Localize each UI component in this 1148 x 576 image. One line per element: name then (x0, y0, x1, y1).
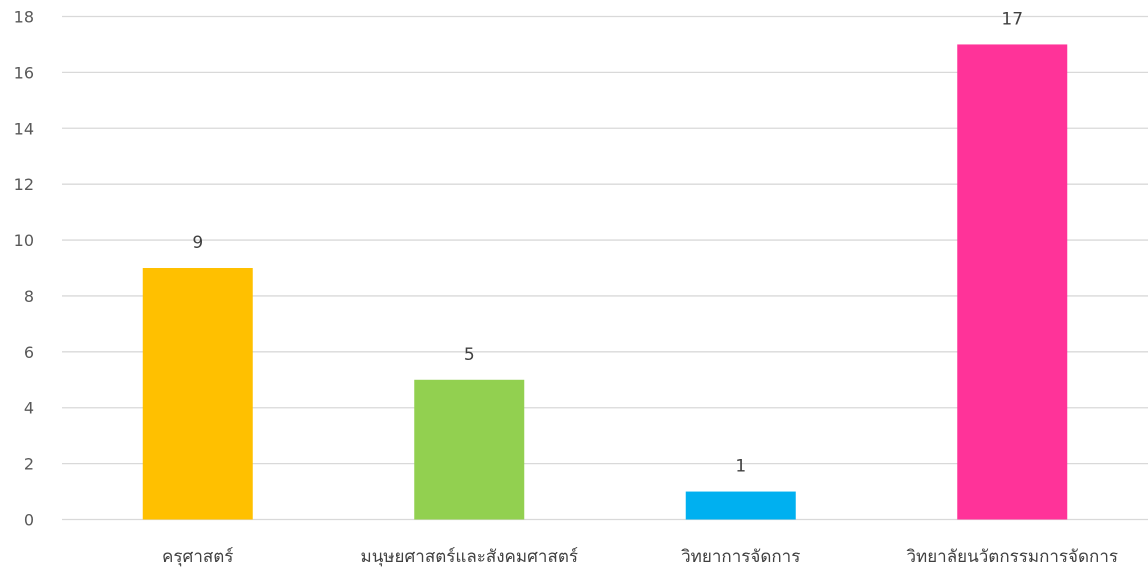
y-tick-label-18: 18 (14, 8, 34, 27)
y-tick-label-6: 6 (24, 343, 34, 362)
y-tick-label-0: 0 (24, 511, 34, 530)
category-label-1: ครุศาสตร์ (162, 547, 233, 567)
data-labels: 9 5 1 17 (192, 9, 1023, 476)
category-label-4: วิทยาลัยนวัตกรรมการจัดการ (906, 547, 1118, 567)
data-label-1: 9 (192, 233, 203, 253)
category-label-2: มนุษยศาสตร์และสังคมศาสตร์ (360, 547, 578, 567)
y-tick-label-16: 16 (14, 63, 34, 82)
y-axis-tick-labels: 0 2 4 6 8 10 12 14 16 18 (14, 8, 34, 530)
data-label-3: 1 (735, 457, 746, 477)
y-tick-label-4: 4 (24, 399, 34, 418)
bar-1 (142, 268, 253, 520)
data-label-2: 5 (464, 345, 475, 365)
y-tick-label-8: 8 (24, 287, 34, 306)
bar-2 (414, 379, 525, 520)
bars (142, 44, 1068, 520)
data-label-4: 17 (1001, 9, 1023, 29)
bar-3 (685, 491, 796, 520)
category-label-3: วิทยาการจัดการ (681, 547, 801, 567)
y-tick-label-2: 2 (24, 455, 34, 474)
y-tick-label-12: 12 (14, 175, 34, 194)
y-tick-label-14: 14 (14, 119, 34, 138)
x-axis-category-labels: ครุศาสตร์ มนุษยศาสตร์และสังคมศาสตร์ วิทยาก… (162, 547, 1118, 567)
y-tick-label-10: 10 (14, 231, 34, 250)
bar-4 (957, 44, 1068, 520)
